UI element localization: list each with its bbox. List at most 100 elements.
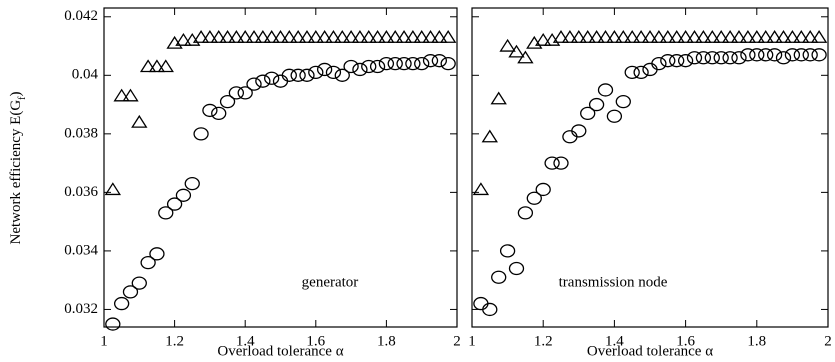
triangle-marker	[713, 30, 730, 43]
circle-marker	[325, 65, 342, 80]
triangle-marker	[395, 30, 413, 43]
triangle-marker	[439, 30, 457, 43]
triangle-marker	[730, 30, 748, 43]
circle-marker	[255, 74, 271, 88]
x-tick-label: 1.8	[377, 333, 396, 349]
x-tick-label: 2	[453, 333, 461, 349]
circle-marker	[175, 188, 192, 202]
triangle-marker	[369, 30, 386, 43]
circle-marker	[334, 68, 350, 82]
triangle-marker	[552, 30, 570, 43]
triangle-marker	[298, 30, 316, 43]
circle-marker	[299, 68, 315, 82]
y-tick-label: 0.038	[64, 125, 98, 141]
circle-marker	[264, 71, 280, 85]
triangle-marker	[334, 30, 351, 43]
circle-marker	[784, 48, 801, 62]
y-tick-label: 0.042	[64, 8, 98, 24]
circle-marker	[246, 77, 262, 91]
circle-marker	[290, 68, 306, 82]
triangle-marker	[378, 30, 395, 43]
x-tick-label: 1.6	[676, 333, 695, 349]
y-tick-label: 0.036	[64, 184, 98, 200]
triangle-marker	[289, 30, 307, 43]
circle-marker	[686, 51, 703, 65]
circle-marker	[606, 109, 623, 123]
triangle-marker	[148, 59, 166, 73]
circle-marker	[352, 62, 368, 77]
circle-marker	[308, 65, 324, 80]
circle-marker	[105, 317, 121, 331]
circle-marker	[405, 56, 421, 71]
x-tick-label: 1	[468, 333, 476, 349]
triangle-marker	[508, 44, 525, 58]
circle-marker	[343, 59, 359, 74]
circle-marker	[775, 51, 792, 65]
triangle-marker	[721, 30, 739, 43]
triangle-marker	[342, 30, 360, 43]
circle-marker	[431, 54, 448, 68]
triangle-marker	[113, 88, 130, 102]
triangle-marker	[686, 30, 703, 43]
circle-marker	[615, 95, 631, 109]
circle-marker	[114, 296, 130, 311]
triangle-marker	[624, 30, 641, 43]
circle-marker	[131, 276, 147, 290]
triangle-marker	[793, 30, 810, 43]
annotation: transmission node	[559, 274, 668, 290]
circle-marker	[633, 65, 649, 80]
circle-marker	[535, 182, 551, 197]
triangle-marker	[802, 30, 819, 43]
y-tick-label: 0.034	[64, 242, 98, 258]
triangle-marker	[422, 30, 439, 43]
triangle-marker	[104, 182, 122, 196]
circle-marker	[517, 206, 534, 220]
triangle-marker	[739, 30, 757, 43]
circle-marker	[669, 54, 685, 68]
triangle-marker	[228, 30, 245, 43]
circle-marker	[149, 247, 165, 261]
circle-marker	[122, 285, 139, 299]
triangle-marker	[695, 30, 712, 43]
y-tick-label: 0.032	[64, 301, 98, 317]
triangle-marker	[757, 30, 774, 43]
circle-marker	[766, 48, 783, 62]
triangle-marker	[254, 30, 272, 43]
circle-marker	[553, 156, 569, 170]
circle-marker	[758, 48, 774, 62]
triangle-marker	[597, 30, 614, 43]
triangle-marker	[281, 30, 298, 43]
circle-marker	[211, 106, 227, 121]
triangle-marker	[413, 30, 430, 43]
triangle-marker	[659, 30, 676, 43]
triangle-marker	[131, 114, 148, 128]
triangle-marker	[175, 32, 192, 46]
circle-marker	[562, 130, 578, 144]
circle-marker	[740, 48, 756, 62]
circle-marker	[422, 54, 439, 68]
x-axis-label: Overload tolerance α	[217, 343, 343, 359]
circle-marker	[802, 48, 818, 62]
circle-marker	[793, 48, 809, 62]
circle-marker	[219, 95, 236, 109]
triangle-marker	[316, 30, 333, 43]
triangle-marker	[632, 30, 650, 43]
triangle-marker	[237, 30, 254, 43]
circle-marker	[228, 86, 245, 100]
circle-marker	[491, 270, 507, 284]
circle-marker	[677, 54, 694, 68]
triangle-marker	[481, 129, 498, 143]
circle-marker	[713, 51, 729, 65]
circle-marker	[396, 56, 412, 71]
x-axis-label: Overload tolerance α	[587, 343, 713, 359]
circle-marker	[184, 176, 200, 191]
triangle-marker	[748, 30, 765, 43]
circle-marker	[361, 59, 377, 74]
circle-marker	[544, 156, 560, 170]
triangle-marker	[766, 30, 783, 43]
triangle-marker	[157, 59, 174, 73]
circle-marker	[722, 51, 738, 65]
circle-marker	[369, 59, 386, 74]
circle-marker	[651, 56, 667, 71]
